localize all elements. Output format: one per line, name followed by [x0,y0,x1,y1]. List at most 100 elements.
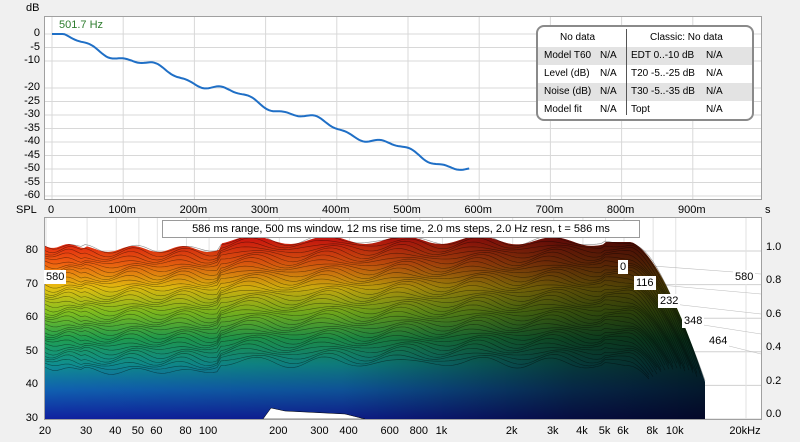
waterfall-svg [45,218,761,419]
waterfall-slice [45,267,690,371]
waterfall-y-tick: 60 [25,311,38,324]
waterfall-slice [45,293,678,369]
time-label: 232 [658,294,681,308]
waterfall-slice [45,260,694,373]
decay-y-tick: -5 [30,40,40,53]
waterfall-shading [45,236,705,419]
perspective-line [696,323,761,335]
decay-x-tick: 700m [535,204,564,216]
waterfall-x-tick: 400 [339,425,358,437]
time-label: 464 [707,334,730,348]
waterfall-x-tick: 8k [646,425,658,437]
decay-x-tick: 100m [108,204,136,216]
panel-row-value: N/A [600,68,617,79]
waterfall-x-tick: 40 [109,425,122,437]
waterfall-slice [45,254,694,369]
waterfall-y-unit: SPL [16,204,37,216]
decay-y-unit: dB [26,2,40,14]
time-label: 580 [44,270,67,284]
panel-row: Level (dB) N/A T20 -5..-25 dB N/A [538,65,752,83]
waterfall-x-tick: 800 [409,425,428,437]
waterfall-slice [45,247,698,374]
decay-curve [52,33,470,171]
decay-y-tick: -40 [24,135,40,147]
waterfall-y-tick: 30 [25,412,38,424]
frequency-label: 501.7 Hz [59,19,104,31]
decay-y-tick: -50 [24,162,40,174]
time-label: 0 [618,260,629,274]
waterfall-y-tick: 50 [25,344,38,357]
panel-row-right-value: N/A [706,86,723,97]
waterfall-slice [45,339,658,375]
decay-y-tick: -60 [24,189,40,201]
panel-row-label: Model T60 [544,50,592,61]
panel-row-label: Noise (dB) [544,86,592,97]
waterfall-right-tick: 0.4 [766,341,782,354]
waterfall-slice [45,319,666,371]
waterfall-slice [45,234,706,381]
waterfall-slice [45,346,654,377]
perspective-line [648,283,761,295]
decay-x-tick: 200m [179,204,208,216]
waterfall-slice [45,350,650,375]
waterfall-y-tick: 70 [25,277,38,290]
decay-y-tick: -20 [24,81,40,93]
decay-x-tick: 400m [322,204,350,216]
decay-x-tick: 0 [47,204,55,216]
waterfall-slice [45,237,702,373]
waterfall-slice [45,250,698,377]
waterfall-settings-banner: 586 ms range, 500 ms window, 12 ms rise … [162,220,640,238]
waterfall-y-tick: 80 [25,244,38,256]
panel-divider [626,29,627,115]
panel-row-label: Level (dB) [544,68,590,79]
waterfall-slice [45,280,682,365]
time-label: 348 [682,314,705,328]
waterfall-slice [45,300,674,368]
decay-x-tick: 800m [606,204,635,216]
waterfall-slice [45,244,698,369]
waterfall-slice [45,283,682,366]
waterfall-y-tick: 40 [25,378,38,391]
waterfall-x-tick: 6k [617,425,629,437]
panel-row-right-value: N/A [706,50,723,61]
panel-row-right-label: T30 -5..-35 dB [631,86,695,97]
waterfall-slice [45,310,670,366]
waterfall-x-tick: 4k [576,425,588,437]
waterfall-x-tick: 100 [198,425,218,437]
waterfall-x-tick: 2k [505,425,518,437]
decay-x-tick: 300m [250,204,279,216]
waterfall-slice [45,336,658,371]
waterfall-x-tick: 20 [38,425,52,437]
panel-row-right-value: N/A [706,104,723,115]
waterfall-x-tick: 20kHz [729,425,761,437]
waterfall-floor [262,407,366,419]
waterfall-x-tick: 50 [131,425,144,437]
waterfall-right-tick: 0.6 [766,307,782,320]
time-label: 580 [733,270,756,284]
decay-x-tick: 900m [678,204,706,216]
decay-x-tick: 500m [393,204,421,216]
panel-row: Noise (dB) N/A T30 -5..-35 dB N/A [538,83,752,101]
panel-row: Model T60 N/A EDT 0..-10 dB N/A [538,47,752,65]
decay-y-tick: -25 [24,94,40,107]
panel-row: Model fit N/A Topt N/A [538,101,752,119]
waterfall-slice [45,276,686,372]
waterfall-slice [45,303,674,370]
panel-row-right-label: EDT 0..-10 dB [631,50,695,61]
waterfall-x-tick: 300 [310,425,329,437]
acoustics-results-panel: No data Classic: No data Model T60 N/A E… [536,25,754,121]
waterfall-plot-area[interactable] [44,217,762,420]
waterfall-x-tick: 5k [598,425,611,437]
waterfall-x-tick: 200 [269,425,288,437]
waterfall-slice [45,330,662,372]
waterfall-x-tick: 600 [380,425,399,437]
panel-row-value: N/A [600,50,617,61]
perspective-line [672,303,761,315]
time-label: 116 [634,276,656,290]
waterfall-slice [45,257,694,371]
panel-header-left: No data [560,32,596,43]
waterfall-slice [45,323,662,367]
decay-y-tick: -45 [24,148,40,161]
decay-y-tick: -30 [24,108,40,120]
decay-x-unit: s [765,204,771,216]
